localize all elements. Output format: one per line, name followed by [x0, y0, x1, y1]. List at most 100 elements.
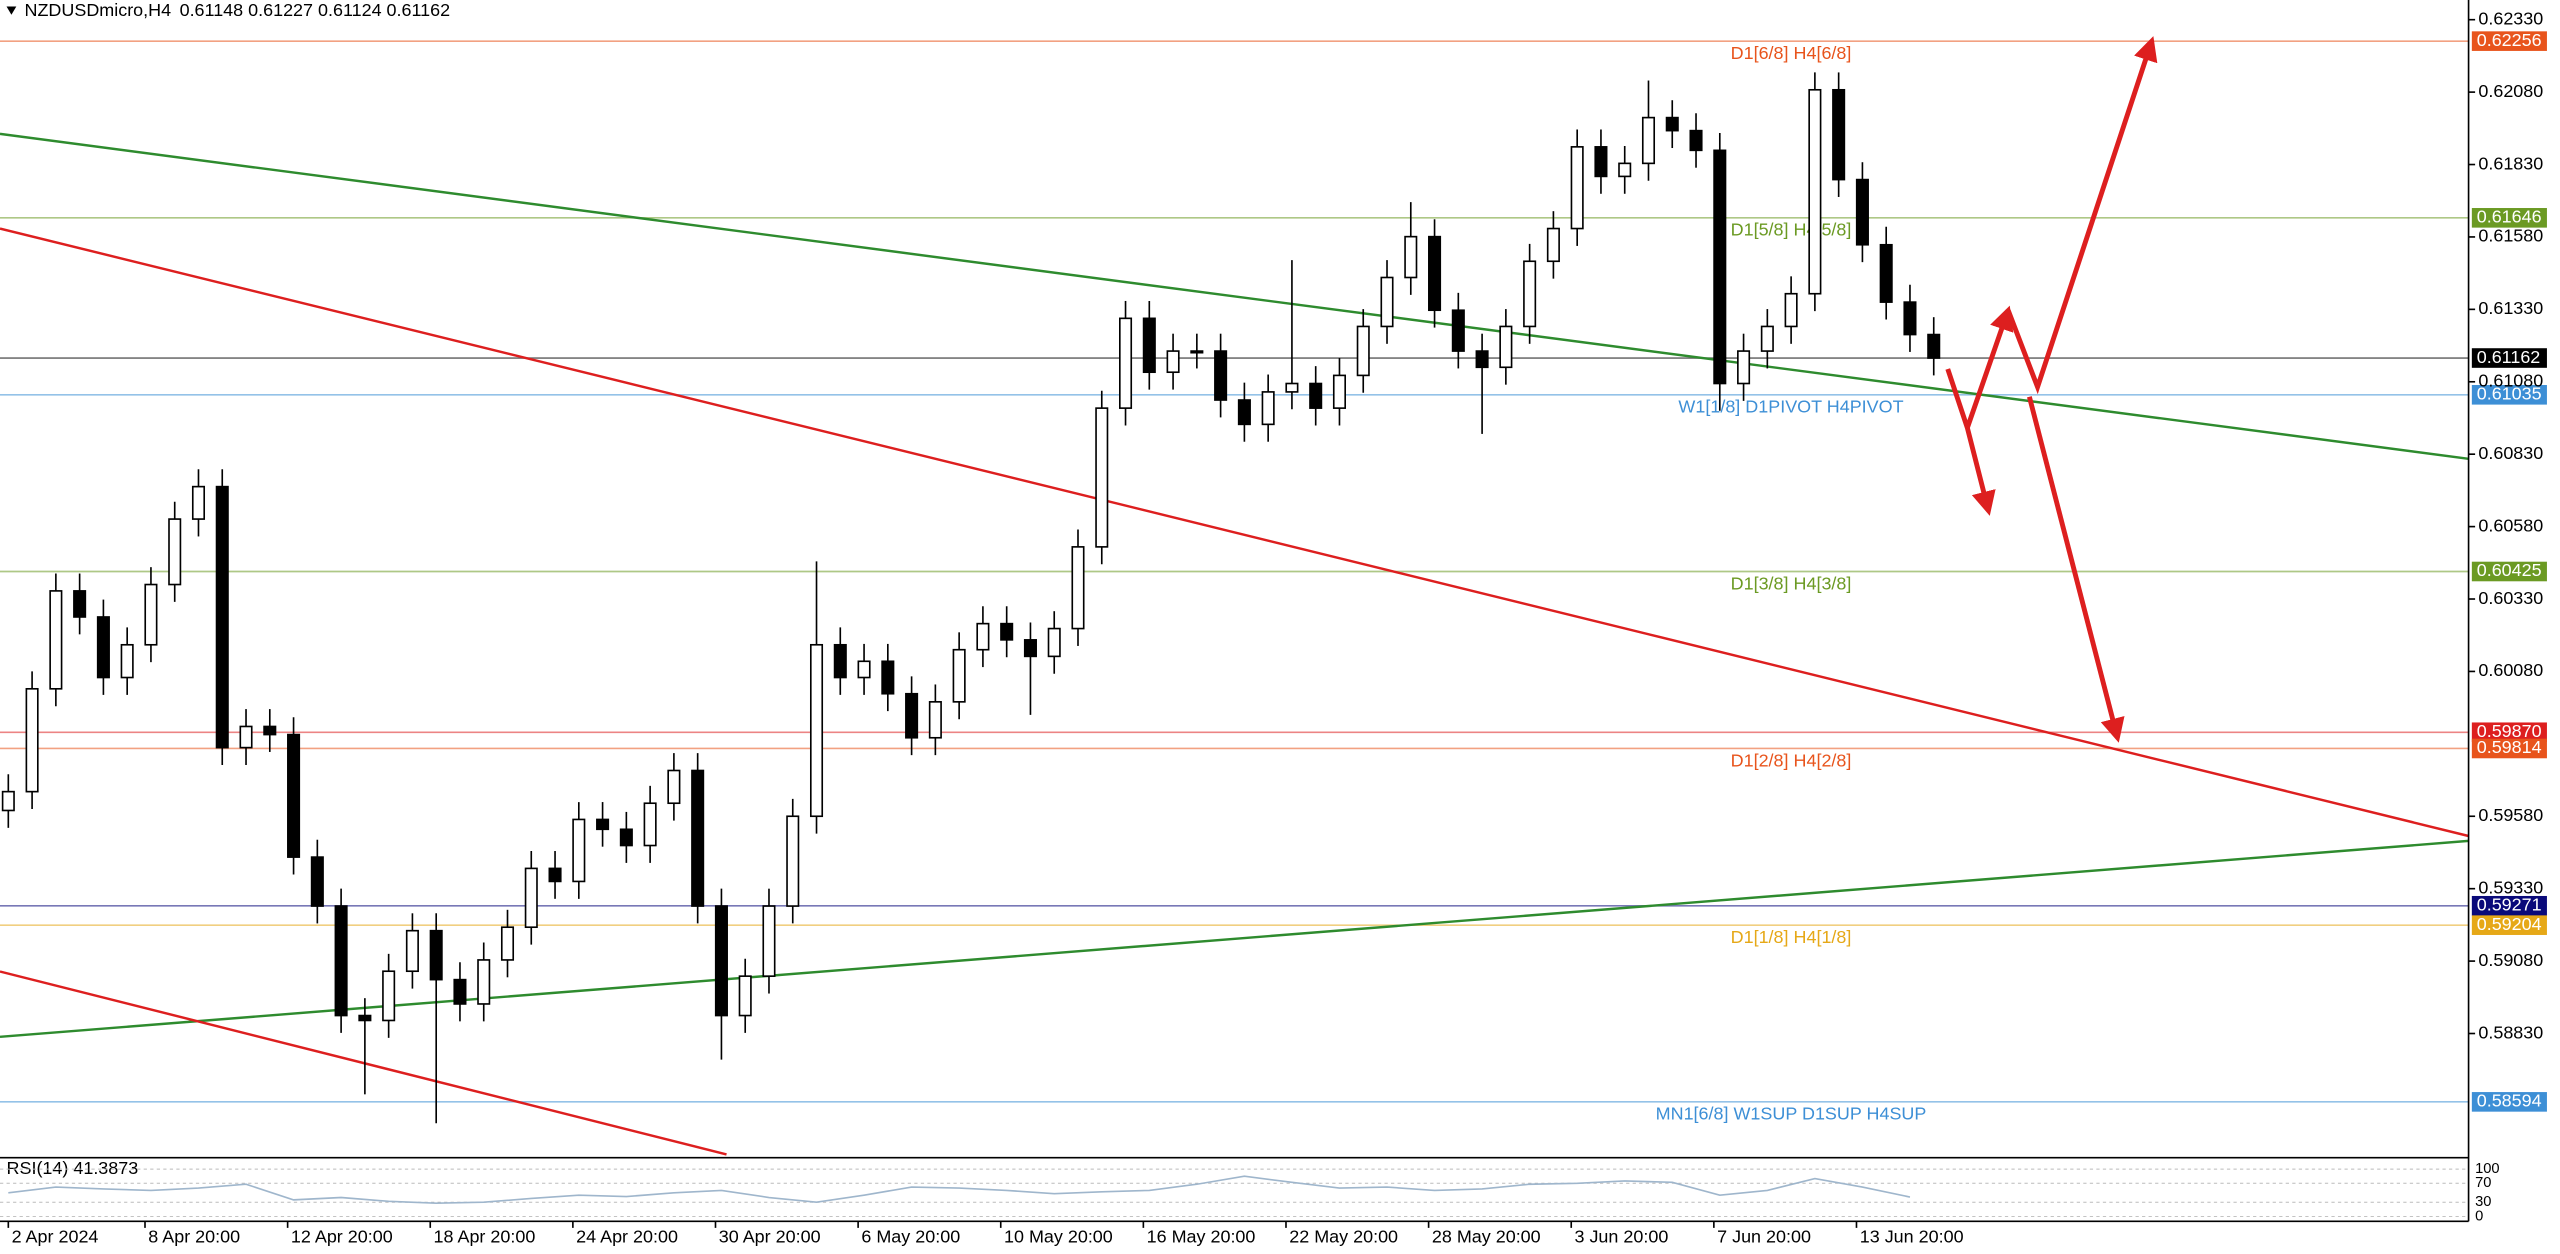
candle-body [453, 978, 467, 1005]
x-tick-label: 22 May 20:00 [1289, 1226, 1398, 1246]
candle-body [1927, 333, 1941, 359]
candle-body [1356, 325, 1370, 377]
rsi-title: RSI(14) 41.3873 [7, 1158, 139, 1178]
candle-body [1760, 325, 1774, 352]
level-label: D1[3/8] H4[3/8] [1731, 573, 1852, 593]
price-badge-label: 0.58594 [2477, 1091, 2542, 1111]
candle-body [952, 648, 966, 703]
price-badge [2471, 722, 2547, 743]
x-tick-label: 8 Apr 20:00 [148, 1226, 240, 1246]
trend-lines [0, 132, 2469, 1156]
y-tick-label: 0.60830 [2478, 443, 2543, 463]
candle-body [1665, 116, 1679, 132]
candle-body [49, 590, 63, 690]
candle-body [1832, 88, 1846, 181]
price-badge-label: 0.62256 [2477, 30, 2542, 50]
symbol: NZDUSDmicro,H4 [24, 0, 171, 20]
price-badge [2471, 31, 2547, 51]
candle-body [500, 926, 515, 961]
x-tick-label: 18 Apr 20:00 [434, 1226, 536, 1246]
candle-body [1808, 88, 1822, 295]
rsi-line [8, 1175, 1911, 1205]
candle-body [643, 802, 657, 847]
candle-body [1546, 227, 1560, 263]
candle-body [1570, 146, 1584, 230]
candle-body [905, 692, 919, 739]
level-label: D1[2/8] H4[2/8] [1731, 750, 1852, 770]
candle-body [1713, 149, 1727, 385]
candle-body [1261, 391, 1275, 426]
candles [1, 72, 1941, 1124]
x-tick-label: 6 May 20:00 [861, 1226, 960, 1246]
candle-body [73, 590, 87, 618]
candle-body [429, 929, 443, 981]
x-tick-label: 10 May 20:00 [1004, 1226, 1113, 1246]
candle-body [667, 769, 681, 805]
candle-body [976, 622, 990, 651]
candle-body [1190, 350, 1204, 354]
candle-body [1428, 235, 1442, 312]
candle-body [1475, 350, 1489, 369]
price-badge [2471, 738, 2547, 759]
price-badge-label: 0.61162 [2477, 347, 2541, 367]
candle-body [619, 828, 633, 847]
price-badge-label: 0.61035 [2477, 384, 2542, 404]
candle-body [1237, 399, 1251, 426]
candle-body [1594, 146, 1608, 178]
candle-body [334, 905, 348, 1017]
ohlc: 0.61148 0.61227 0.61124 0.61162 [180, 0, 451, 20]
candle-body [382, 970, 396, 1022]
rsi-tick-label: 0 [2475, 1208, 2483, 1224]
x-tick-label: 7 Jun 20:00 [1717, 1226, 1811, 1246]
x-tick-label: 16 May 20:00 [1147, 1226, 1256, 1246]
trend-line [0, 970, 727, 1156]
candle-body [572, 818, 586, 883]
candle-body [1023, 639, 1037, 658]
candle-body [1285, 382, 1299, 393]
candle-body [96, 616, 110, 679]
candle-body [524, 867, 538, 929]
candle-body [786, 815, 800, 907]
level-label: D1[1/8] H4[1/8] [1731, 927, 1852, 947]
candle-body [144, 583, 158, 646]
y-tick-label: 0.62330 [2478, 8, 2543, 28]
y-tick-label: 0.59330 [2478, 877, 2543, 897]
candle-body [1689, 129, 1703, 152]
price-badge [2471, 208, 2547, 228]
y-tick-label: 0.59580 [2478, 805, 2543, 825]
price-badge [2471, 561, 2547, 582]
candle-body [477, 959, 491, 1005]
y-tick-label: 0.61830 [2478, 153, 2543, 173]
y-tick-label: 0.60330 [2478, 588, 2543, 608]
candle-body [25, 687, 39, 793]
level-label: D1[5/8] H4[5/8] [1731, 220, 1852, 240]
candle-body [596, 818, 610, 831]
level-label: W1[1/8] D1PIVOT H4PIVOT [1678, 397, 1903, 417]
x-tick-label: 3 Jun 20:00 [1574, 1226, 1668, 1246]
y-tick-label: 0.59080 [2478, 950, 2543, 970]
candle-body [215, 485, 229, 749]
candle-body [1641, 116, 1656, 165]
candle-body [1737, 350, 1751, 385]
candle-body [1071, 546, 1085, 630]
candle-body [405, 929, 419, 973]
level-label: D1[6/8] H4[6/8] [1731, 43, 1852, 63]
candle-body [1142, 317, 1156, 374]
price-badge [2471, 348, 2547, 368]
y-tick-label: 0.58830 [2478, 1022, 2543, 1042]
price-badge-label: 0.59870 [2477, 721, 2542, 741]
candle-body [1903, 301, 1917, 336]
candle-body [691, 769, 705, 907]
y-tick-label: 0.62080 [2478, 81, 2543, 101]
price-badge-label: 0.61646 [2477, 207, 2542, 227]
candle-body [191, 485, 206, 520]
rsi-tick-label: 30 [2475, 1194, 2491, 1210]
candle-body [1451, 309, 1465, 352]
y-tick-label: 0.61330 [2478, 298, 2543, 318]
trend-line [0, 132, 2469, 461]
candle-body [928, 701, 942, 739]
candle-body [1784, 292, 1798, 328]
candle-body [1, 790, 15, 812]
price-badge [2471, 895, 2547, 916]
candle-body [310, 856, 324, 907]
